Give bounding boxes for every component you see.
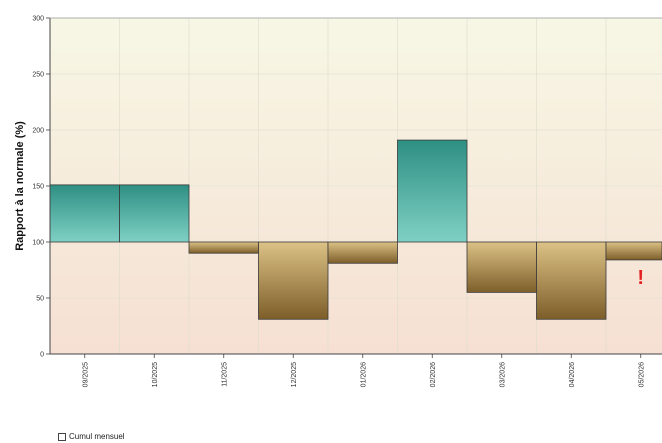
y-ticks: 0 50 100 150 200 250 300: [32, 16, 50, 359]
y-tick-label: 100: [32, 240, 44, 247]
markers: !: [637, 267, 644, 289]
bar-02-2026[interactable]: [397, 139, 468, 243]
bar-04-2026[interactable]: [536, 241, 607, 320]
bar-09-2025[interactable]: [49, 184, 120, 243]
y-tick-label: 250: [32, 72, 44, 79]
y-tick-label: 150: [32, 184, 44, 191]
bar-03-2026[interactable]: [466, 241, 537, 293]
x-tick-label: 02/2026: [430, 362, 437, 387]
x-tick-label: 03/2026: [499, 362, 506, 387]
y-tick-label: 200: [32, 128, 44, 135]
legend-label: Cumul mensuel: [69, 432, 125, 441]
bar-11-2025[interactable]: [188, 241, 259, 254]
bar-10-2025[interactable]: [119, 184, 190, 243]
x-tick-label: 10/2025: [152, 362, 159, 387]
bar-12-2025[interactable]: [258, 241, 329, 320]
bar-05-2026[interactable]: [605, 241, 662, 261]
legend-swatch[interactable]: [58, 432, 66, 441]
x-tick-label: 01/2026: [360, 362, 367, 387]
x-ticks: 09/2025 10/2025 11/2025 12/2025 01/2026 02/20…: [82, 354, 645, 387]
x-tick-label: 04/2026: [569, 362, 576, 387]
x-tick-label: 12/2025: [291, 362, 298, 387]
y-tick-label: 300: [32, 16, 44, 23]
x-tick-label: 09/2025: [82, 362, 89, 387]
y-tick-label: 50: [36, 296, 44, 303]
x-tick-label: 11/2025: [221, 362, 228, 387]
warning-icon: !: [637, 267, 644, 289]
x-tick-label: 05/2026: [638, 362, 645, 387]
y-tick-label: 0: [40, 352, 44, 359]
y-axis-label: Rapport à la normale (%): [14, 121, 26, 251]
bar-01-2026[interactable]: [327, 241, 398, 264]
bars: [49, 139, 662, 320]
legend: Cumul mensuel: [58, 432, 125, 441]
